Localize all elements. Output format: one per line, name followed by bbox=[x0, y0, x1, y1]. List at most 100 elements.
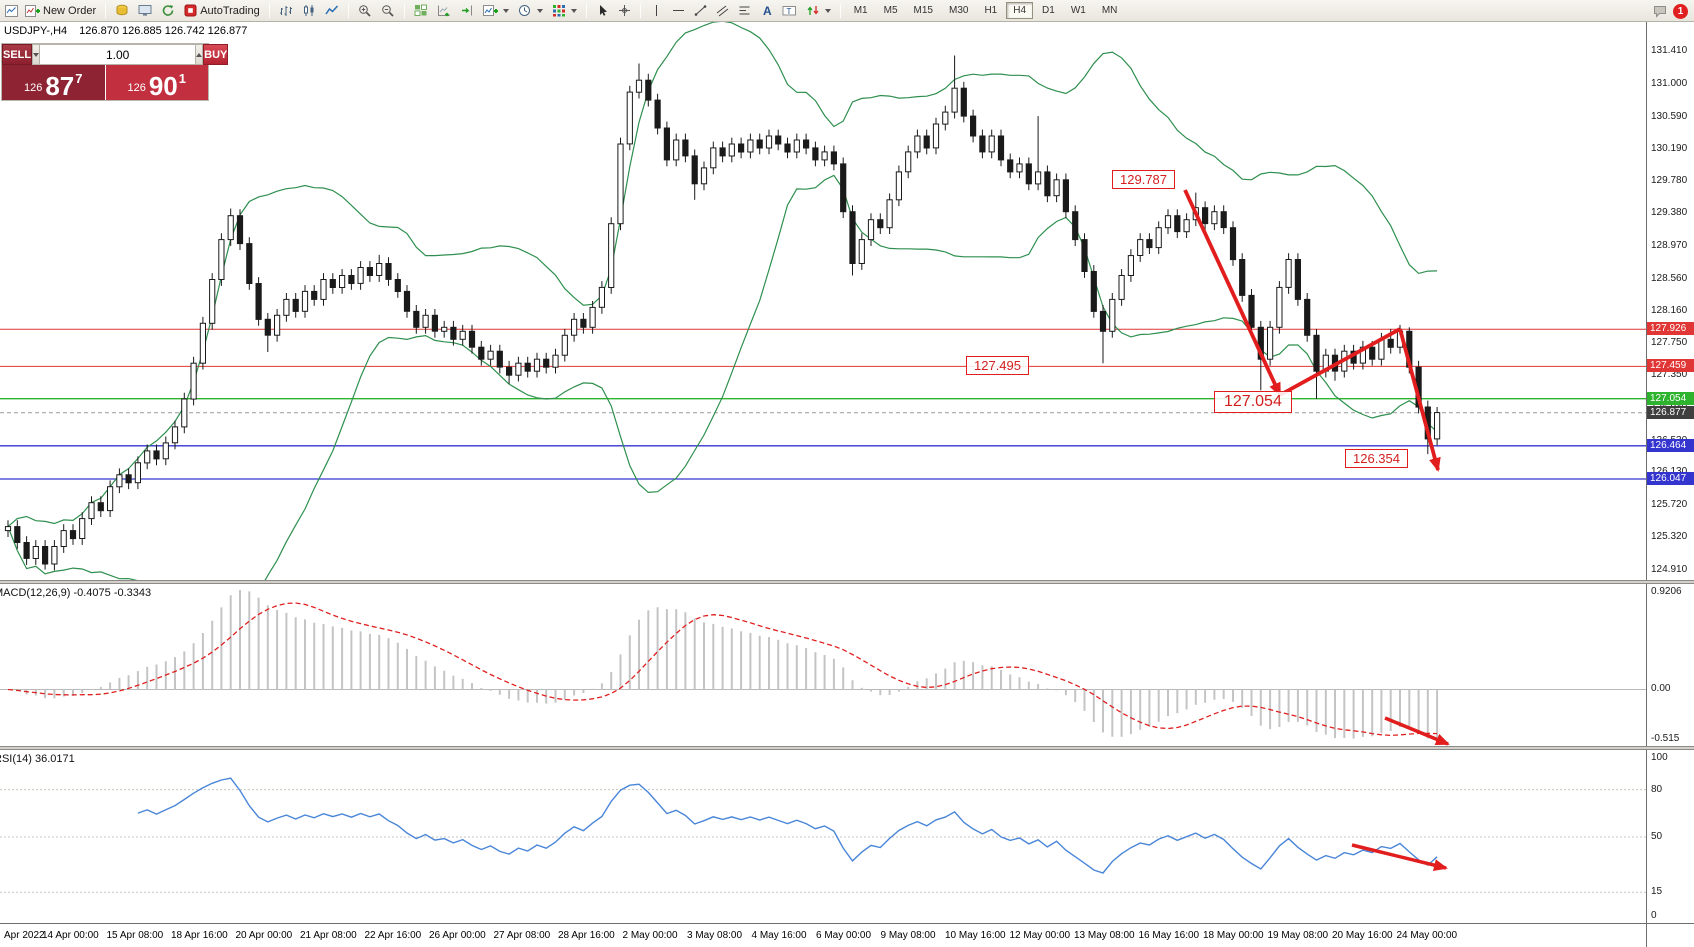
time-axis-label: 20 Apr 00:00 bbox=[235, 930, 293, 941]
time-axis-label: 13 May 08:00 bbox=[1074, 930, 1135, 941]
time-axis-label: 22 Apr 16:00 bbox=[364, 930, 422, 941]
tile-windows-button[interactable] bbox=[410, 1, 432, 21]
time-axis-label: 27 Apr 08:00 bbox=[493, 930, 551, 941]
time-axis-label: 4 May 16:00 bbox=[751, 930, 807, 941]
main-chart-window: USDJPY-,H4 126.870 126.885 126.742 126.87… bbox=[0, 22, 1694, 580]
timeframe-h1-button[interactable]: H1 bbox=[977, 2, 1004, 19]
vertical-line-button[interactable] bbox=[646, 1, 667, 21]
autotrading-icon bbox=[184, 4, 197, 17]
time-axis-label: 28 Apr 16:00 bbox=[558, 930, 615, 941]
price-annotation[interactable]: 126.354 bbox=[1345, 449, 1408, 468]
volume-decrease-button[interactable] bbox=[32, 44, 41, 65]
price-axis-label: 130.190 bbox=[1651, 143, 1688, 154]
channel-button[interactable] bbox=[712, 1, 733, 21]
text-label-button[interactable]: T bbox=[778, 1, 801, 21]
trendline-button[interactable] bbox=[690, 1, 711, 21]
new-order-icon bbox=[25, 4, 40, 17]
panel-splitter[interactable] bbox=[0, 746, 1694, 750]
timeframe-m15-button[interactable]: M15 bbox=[907, 2, 940, 19]
fibonacci-button[interactable] bbox=[734, 1, 755, 21]
buy-price-display[interactable]: 126 90 1 bbox=[105, 65, 208, 100]
cursor-button[interactable] bbox=[592, 1, 613, 21]
periods-button[interactable] bbox=[514, 1, 547, 21]
price-axis-label: 131.410 bbox=[1651, 45, 1688, 56]
time-axis-label: 21 Apr 08:00 bbox=[300, 930, 357, 941]
trend-arrows[interactable] bbox=[1183, 189, 1441, 472]
buy-button[interactable]: BUY bbox=[203, 44, 229, 65]
main-chart-canvas[interactable] bbox=[0, 22, 1646, 580]
buy-price-point: 1 bbox=[178, 71, 186, 86]
trend-arrow bbox=[1384, 716, 1450, 746]
price-axis[interactable]: 131.410 131.000 130.590 130.190 129.780 129.3… bbox=[1646, 22, 1694, 580]
crosshair-button[interactable] bbox=[614, 1, 635, 21]
arrows-tool-button[interactable] bbox=[802, 1, 835, 21]
macd-scale-label: 0.00 bbox=[1651, 683, 1671, 694]
autotrading-button[interactable]: AutoTrading bbox=[180, 1, 264, 21]
new-chart-button[interactable] bbox=[479, 1, 513, 21]
macd-canvas[interactable] bbox=[0, 584, 1646, 746]
sell-button[interactable]: SELL bbox=[2, 44, 33, 65]
horizontal-line-button[interactable] bbox=[668, 1, 689, 21]
notification-badge[interactable]: 1 bbox=[1673, 3, 1688, 19]
timeframe-m1-button[interactable]: M1 bbox=[847, 2, 875, 19]
ohlc-values: 126.870 126.885 126.742 126.877 bbox=[79, 25, 248, 37]
terminal-button[interactable] bbox=[134, 1, 156, 21]
indicators-icon bbox=[552, 5, 565, 17]
coins-icon bbox=[116, 4, 128, 16]
macd-header: MACD(12,26,9) -0.4075 -0.3343 bbox=[0, 587, 152, 599]
time-axis-corner bbox=[1646, 924, 1694, 947]
autoscroll-button[interactable] bbox=[433, 1, 455, 21]
toolbar-separator bbox=[347, 3, 349, 18]
vertical-line-icon bbox=[655, 5, 657, 16]
timeframe-d1-button[interactable]: D1 bbox=[1035, 2, 1062, 19]
time-axis-label: 14 Apr 00:00 bbox=[42, 930, 99, 941]
text-button[interactable]: A bbox=[756, 1, 777, 21]
line-chart-button[interactable] bbox=[321, 1, 343, 21]
price-axis-label: 128.160 bbox=[1651, 305, 1688, 316]
price-annotation[interactable]: 127.495 bbox=[966, 356, 1029, 375]
new-order-label: New Order bbox=[43, 4, 97, 17]
price-axis-label: 130.590 bbox=[1651, 111, 1688, 122]
price-axis-label: 127.350 bbox=[1651, 369, 1688, 380]
timeframe-m5-button[interactable]: M5 bbox=[877, 2, 905, 19]
candlestick-chart-button[interactable] bbox=[298, 1, 320, 21]
macd-scale-label: -0.515 bbox=[1651, 733, 1680, 744]
volume-increase-button[interactable] bbox=[195, 44, 204, 65]
timeframe-w1-button[interactable]: W1 bbox=[1064, 2, 1093, 19]
zoom-in-button[interactable] bbox=[354, 1, 376, 21]
rsi-scale-label: 0 bbox=[1651, 910, 1657, 921]
clock-icon bbox=[518, 5, 530, 16]
price-annotation[interactable]: 127.054 bbox=[1214, 391, 1292, 413]
text-label-icon: T bbox=[782, 6, 796, 16]
chart-shift-button[interactable] bbox=[456, 1, 478, 21]
toolbar-separator bbox=[403, 3, 405, 18]
time-axis-label: 18 May 00:00 bbox=[1203, 930, 1264, 941]
timeframe-m30-button[interactable]: M30 bbox=[942, 2, 975, 19]
timeframe-h4-button[interactable]: H4 bbox=[1006, 2, 1034, 19]
price-level-label: 127.926 bbox=[1647, 322, 1694, 335]
autotrading-label: AutoTrading bbox=[200, 4, 260, 17]
time-axis-label: Apr 2022 bbox=[4, 930, 45, 941]
price-level-label: 127.459 bbox=[1647, 359, 1694, 372]
new-order-button[interactable]: New Order bbox=[21, 1, 100, 21]
indicators-button[interactable] bbox=[548, 1, 581, 21]
bar-chart-button[interactable] bbox=[275, 1, 297, 21]
sell-price-display[interactable]: 126 87 7 bbox=[2, 65, 105, 100]
price-level-label: 126.877 bbox=[1647, 406, 1694, 419]
zoom-out-button[interactable] bbox=[377, 1, 399, 21]
time-axis-label: 12 May 00:00 bbox=[1009, 930, 1071, 941]
refresh-button[interactable] bbox=[157, 1, 179, 21]
panel-splitter[interactable] bbox=[0, 580, 1694, 584]
new-chart-icon bbox=[482, 5, 498, 16]
volume-input[interactable] bbox=[40, 44, 196, 65]
chart-caption: USDJPY-,H4 126.870 126.885 126.742 126.87… bbox=[4, 25, 247, 37]
price-axis-label: 129.380 bbox=[1651, 207, 1688, 218]
rsi-canvas[interactable] bbox=[0, 750, 1646, 923]
horizontal-line-icon bbox=[672, 10, 684, 11]
price-annotation[interactable]: 129.787 bbox=[1112, 170, 1175, 189]
timeframe-mn-button[interactable]: MN bbox=[1095, 2, 1125, 19]
coins-button[interactable] bbox=[111, 1, 133, 21]
time-axis[interactable]: Apr 2022 14 Apr 00:00 15 Apr 08:00 18 Apr 1… bbox=[0, 923, 1694, 947]
